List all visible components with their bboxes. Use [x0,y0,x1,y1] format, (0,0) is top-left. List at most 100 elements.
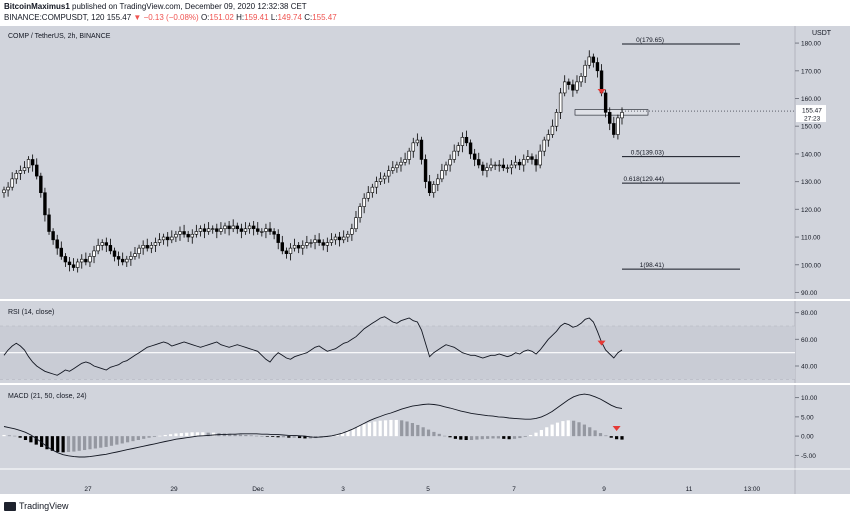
macd-histogram-bar [400,420,404,437]
price-tick-label: 170.00 [801,68,821,75]
macd-histogram-bar [158,435,162,437]
macd-histogram-bar [572,420,576,437]
fib-level-label: 0.618(129.44) [624,176,664,183]
fib-level-label: 0.5(139.03) [631,150,664,157]
macd-histogram-bar [491,436,495,439]
macd-histogram-bar [615,436,619,440]
candle-body [6,186,10,191]
macd-histogram-bar [206,432,210,437]
price-tick-label: 90.00 [801,290,818,297]
low-value: 149.74 [277,13,302,22]
macd-histogram-bar [453,436,458,439]
close-label: C: [304,13,313,22]
macd-histogram-bar [593,430,597,437]
candle-body [563,81,567,94]
candle-body [178,231,182,235]
macd-histogram-bar [23,436,28,440]
candle-body [346,233,350,238]
candle-body [395,164,399,169]
candle-body [337,236,342,241]
candle-body [481,164,485,171]
candle-body [534,159,538,166]
macd-histogram-bar [394,419,398,437]
currency-label: USDT [812,30,832,37]
candle-body [219,228,223,232]
macd-histogram-bar [410,423,415,437]
tradingview-logo[interactable]: TradingView [4,501,69,511]
candle-body [116,256,121,260]
macd-histogram-bar [351,428,355,437]
macd-histogram-bar [185,432,189,437]
macd-histogram-bar [357,426,361,437]
macd-histogram-bar [340,432,345,437]
ohlc-line: BINANCE:COMPUSDT, 120 155.47 ▼ −0.13 (−0… [4,13,337,22]
candle-body [39,175,43,194]
macd-histogram-bar [147,436,151,438]
macd-line [3,393,623,458]
candle-body [329,239,334,243]
candle-body [14,173,18,180]
candle-body [419,139,424,160]
macd-histogram-bar [45,436,49,450]
macd-histogram-bar [405,421,409,437]
candle-body [415,139,420,144]
candle-body [374,181,379,188]
candle-body [620,112,624,119]
macd-histogram-bar [34,436,38,445]
candle-body [22,167,27,171]
candle-body [182,231,186,235]
candle-body [80,258,84,263]
countdown-label: 27:23 [804,116,821,123]
macd-histogram-bar [104,436,108,447]
macd-histogram-bar [469,436,474,440]
candle-body [591,56,596,63]
candle-body [59,247,63,257]
time-tick-label: 3 [341,486,345,493]
resistance-box [574,109,649,116]
macd-histogram-bar [486,436,490,439]
candle-body [608,112,612,124]
candle-body [215,228,219,232]
macd-histogram-bar [179,433,183,437]
candle-body [542,139,546,152]
price-tick-label: 120.00 [801,207,821,214]
macd-histogram-bar [539,429,543,437]
macd-histogram-bar [432,431,436,437]
macd-histogram-bar [56,436,60,452]
price-tick-label: 140.00 [801,151,821,158]
macd-signal-arrow-icon [612,425,621,431]
candle-body [260,231,264,233]
high-label: H: [236,13,245,22]
macd-histogram-bar [265,436,269,437]
candle-body [145,245,149,249]
candle-body [120,258,125,263]
time-tick-label: 7 [512,486,516,493]
macd-tick-label: -5.00 [801,453,816,460]
candle-body [485,167,489,171]
candle-body [125,258,129,263]
rsi-line [3,316,623,376]
price-axis-background [795,26,850,494]
candle-body [387,170,391,177]
chart-area[interactable]: COMP / TetherUS, 2h, BINANCE USDT RSI (1… [0,26,850,494]
candle-body [108,245,113,252]
macd-histogram-bar [437,433,441,437]
candle-body [411,142,415,152]
candle-body [2,189,6,194]
candle-body [501,164,506,169]
candle-body [149,245,154,249]
rsi-tick-label: 60.00 [801,337,818,344]
published-text: published on TradingView.com, December 0… [72,2,307,11]
footer: TradingView [0,496,850,518]
macd-histogram-bar [523,436,527,437]
candle-body [264,228,268,232]
macd-histogram-bar [50,436,54,451]
macd-histogram-bar [276,436,280,438]
macd-histogram-bar [609,436,613,438]
macd-histogram-bar [174,433,178,437]
chart-background [0,26,850,494]
candle-body [460,136,465,146]
macd-histogram-bar [93,436,97,449]
candle-body [292,245,297,249]
candle-body [305,242,309,246]
